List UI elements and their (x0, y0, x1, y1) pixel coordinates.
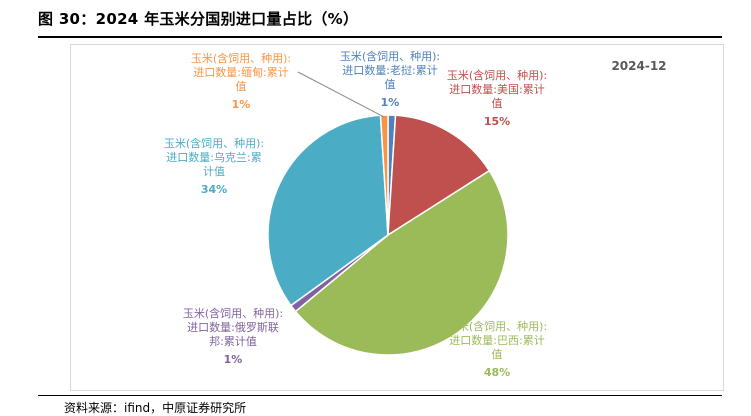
slice-percent-label: 1% (232, 98, 251, 111)
slice-percent-label: 48% (484, 366, 510, 379)
slice-percent-label: 1% (224, 353, 243, 366)
slice-label-line: 值 (492, 97, 503, 110)
chart-frame (70, 44, 724, 391)
source-rule (38, 395, 722, 396)
figure-title: 图 30：2024 年玉米分国别进口量占比（%） (38, 10, 359, 28)
slice-label-line: 玉米(含饲用、种用): (447, 319, 547, 333)
slice-label-line: 玉米(含饲用、种用): (164, 136, 264, 150)
slice-percent-label: 1% (381, 96, 400, 109)
slice-percent-label: 15% (484, 115, 510, 128)
slice-label-line: 值 (236, 80, 247, 93)
slice-label-line: 玉米(含饲用、种用): (191, 51, 291, 65)
slice-label-line: 计值 (203, 165, 225, 178)
source-note: 资料来源：ifind，中原证券研究所 (64, 401, 247, 415)
slice-label-line: 进口数量:巴西:累计 (449, 334, 544, 347)
slice-label-line: 玉米(含饲用、种用): (447, 68, 547, 82)
pie-slice (267, 114, 389, 307)
leader-line (297, 71, 385, 118)
slice-label-line: 进口数量:俄罗斯联 (187, 321, 279, 334)
slice-label-line: 进口数量:美国:累计 (449, 83, 544, 96)
slice-label-line: 玉米(含饲用、种用): (183, 306, 283, 320)
pie-slice (387, 114, 491, 237)
slice-label-line: 进口数量:缅甸:累计 (193, 65, 288, 79)
pie-slice (294, 169, 509, 356)
slice-label-line: 进口数量:乌克兰:累 (166, 150, 261, 164)
slice-label-line: 邦:累计值 (209, 335, 257, 348)
slice-label-line: 进口数量:老挝:累计 (342, 63, 437, 77)
slice-label-line: 值 (492, 348, 503, 361)
slice-percent-label: 34% (201, 183, 227, 196)
slice-label-line: 玉米(含饲用、种用): (340, 49, 440, 63)
slice-label-line: 值 (385, 78, 396, 91)
title-rule (38, 36, 722, 38)
chart-date-label: 2024-12 (611, 59, 666, 73)
